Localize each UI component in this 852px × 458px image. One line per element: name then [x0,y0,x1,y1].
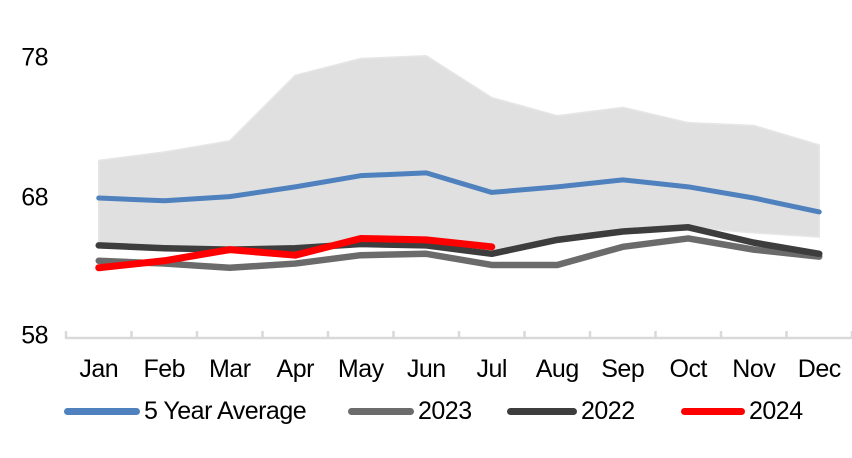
series-line-2024 [95,234,496,272]
x-axis-label-aug: Aug [535,355,579,383]
x-axis-label-mar: Mar [208,355,251,383]
y-axis-label-68: 68 [21,183,48,212]
x-axis-label-jan: Jan [79,355,119,383]
x-axis-label-sep: Sep [601,355,645,383]
x-axis-label-may: May [337,355,384,383]
y-axis-label-78: 78 [21,43,48,72]
x-axis-label-feb: Feb [143,355,186,383]
series-line-5-year-average [96,170,822,215]
y-axis-label-58: 58 [21,321,48,350]
x-axis [64,331,852,340]
x-axis-label-jun: Jun [406,355,446,383]
x-axis-label-jul: Jul [476,355,508,383]
x-axis-label-apr: Apr [276,355,315,383]
series-line-2023 [95,235,823,271]
x-axis-label-oct: Oct [669,355,708,383]
five-year-range-band [98,54,820,255]
x-axis-label-dec: Dec [797,355,841,383]
x-axis-label-nov: Nov [732,355,776,383]
